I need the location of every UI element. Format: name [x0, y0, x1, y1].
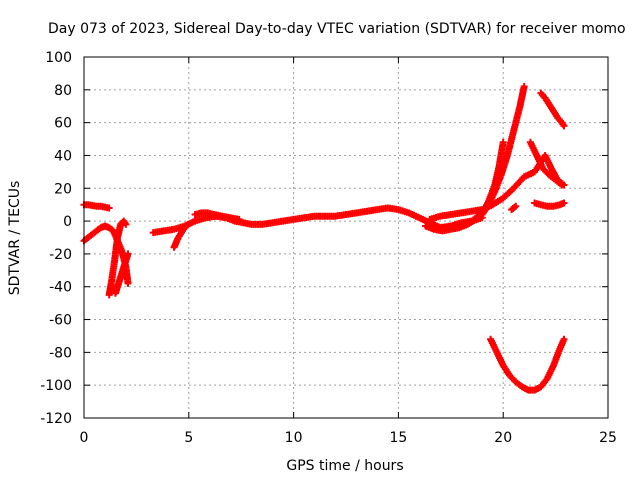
y-tick-label: -120 [40, 411, 72, 427]
y-tick-label: 60 [54, 116, 72, 132]
data-points [531, 199, 568, 210]
data-points [170, 224, 189, 251]
series-track-a [80, 201, 113, 212]
series-track-m [531, 199, 568, 210]
data-points [487, 335, 568, 394]
x-tick-label: 10 [285, 430, 303, 446]
x-tick-label: 15 [389, 430, 407, 446]
y-tick-label: 100 [45, 50, 72, 66]
data-points [191, 209, 243, 223]
series-track-f [170, 224, 189, 251]
y-tick-label: 0 [63, 214, 72, 230]
data-points [508, 202, 520, 214]
y-tick-label: -40 [49, 280, 72, 296]
chart-title: Day 073 of 2023, Sidereal Day-to-day VTE… [48, 21, 626, 37]
data-points [80, 201, 113, 212]
series-track-o [487, 335, 568, 394]
series-track-k [526, 138, 566, 189]
y-tick-label: 80 [54, 83, 72, 99]
series-track-n [508, 202, 520, 214]
data-points [105, 217, 130, 299]
y-tick-label: -100 [40, 378, 72, 394]
x-tick-label: 25 [599, 430, 617, 446]
axis-ticks: 0 5 10 15 20 25 -120 -100 -80 -60 -40 -20 0 20 40 60 80 1… [40, 50, 617, 446]
x-tick-label: 0 [80, 430, 89, 446]
y-axis-label: SDTVAR / TECUs [7, 181, 23, 296]
y-tick-label: 40 [54, 148, 72, 164]
data-points [526, 138, 566, 189]
x-tick-label: 5 [184, 430, 193, 446]
data-points [111, 250, 132, 297]
data-series [80, 83, 568, 394]
x-axis-label: GPS time / hours [286, 458, 403, 474]
y-tick-label: -60 [49, 313, 72, 329]
y-tick-label: -20 [49, 247, 72, 263]
data-points [436, 138, 507, 232]
x-tick-label: 20 [494, 430, 512, 446]
y-tick-label: -80 [49, 345, 72, 361]
data-points [537, 89, 568, 130]
series-track-d [111, 250, 132, 297]
plot-frame [83, 56, 609, 419]
series-track-j [436, 138, 507, 232]
series-track-l [537, 89, 568, 130]
series-track-g [191, 209, 243, 223]
y-tick-label: 20 [54, 181, 72, 197]
grid-lines [84, 57, 608, 418]
series-track-c [105, 217, 130, 299]
